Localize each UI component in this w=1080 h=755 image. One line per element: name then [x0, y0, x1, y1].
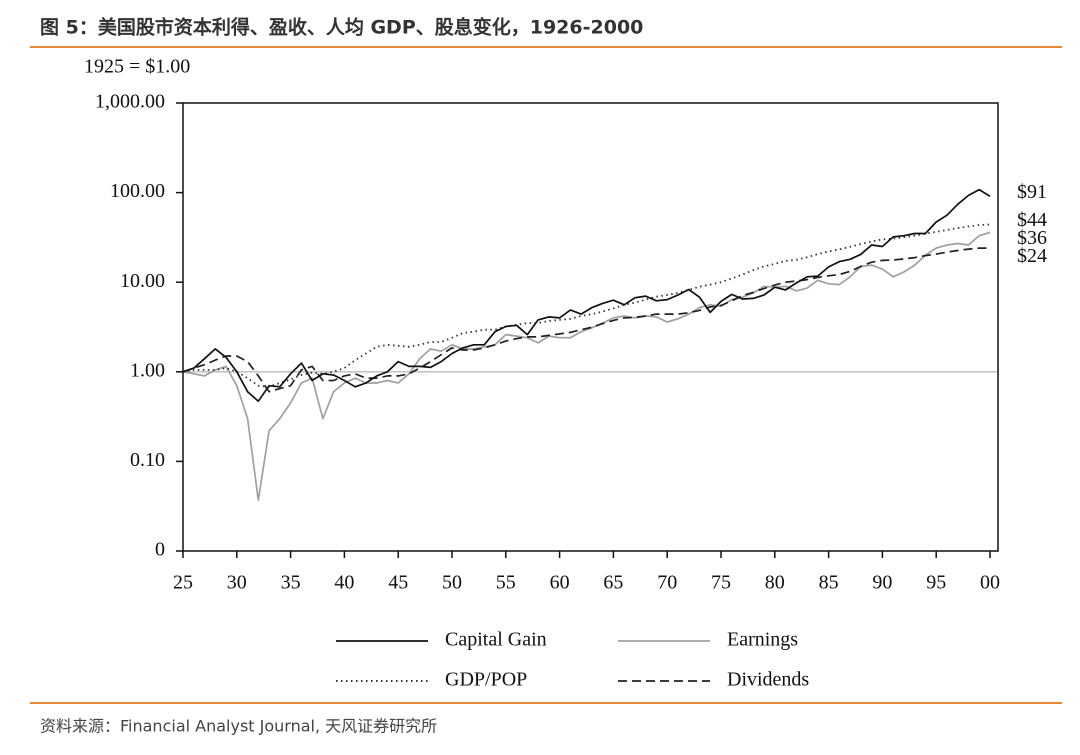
series-line [182, 223, 991, 388]
y-tick-label: 10.00 [120, 270, 165, 292]
y-tick-label: 0.10 [130, 449, 165, 471]
end-label: $44 [1017, 209, 1047, 231]
x-tick-label: 35 [281, 572, 301, 594]
y-tick-label: 1,000.00 [95, 91, 165, 113]
x-tick-label: 55 [496, 572, 516, 594]
y-tick-label: 100.00 [110, 180, 165, 202]
y-unit-label: 1925 = $1.00 [84, 56, 190, 78]
x-tick-label: 40 [334, 572, 354, 594]
x-tick-label: 90 [872, 572, 892, 594]
y-tick-label: 0 [155, 539, 165, 561]
x-tick-label: 45 [388, 572, 408, 594]
x-tick-label: 85 [819, 572, 839, 594]
legend-label: GDP/POP [445, 669, 527, 691]
y-tick-label: 1.00 [130, 359, 165, 381]
x-tick-label: 75 [711, 572, 731, 594]
end-label: $36 [1017, 227, 1047, 249]
legend-label: Capital Gain [445, 629, 547, 651]
plot-frame [182, 102, 999, 552]
series-line [182, 188, 991, 403]
x-tick-label: 60 [550, 572, 570, 594]
legend-label: Earnings [727, 629, 798, 651]
x-tick-label: 95 [926, 572, 946, 594]
x-tick-label: 70 [657, 572, 677, 594]
series-line [182, 247, 990, 393]
x-tick-label: 00 [980, 572, 1000, 594]
x-tick-label: 80 [765, 572, 785, 594]
x-tick-label: 30 [227, 572, 247, 594]
end-label: $24 [1017, 245, 1047, 267]
x-tick-label: 25 [173, 572, 193, 594]
chart: 1,000.00 100.00 10.00 1.00 0.10 0 25 30 35 40 45 50… [95, 91, 1047, 691]
header-title: 图 5：美国股市资本利得、盈收、人均 GDP、股息变化，1926-2000 [40, 16, 643, 39]
series-line [182, 231, 991, 501]
footer-source: 资料来源：Financial Analyst Journal, 天风证券研究所 [40, 717, 437, 736]
x-tick-label: 65 [603, 572, 623, 594]
x-tick-label: 50 [442, 572, 462, 594]
end-label: $91 [1017, 181, 1047, 203]
legend-label: Dividends [727, 669, 809, 691]
